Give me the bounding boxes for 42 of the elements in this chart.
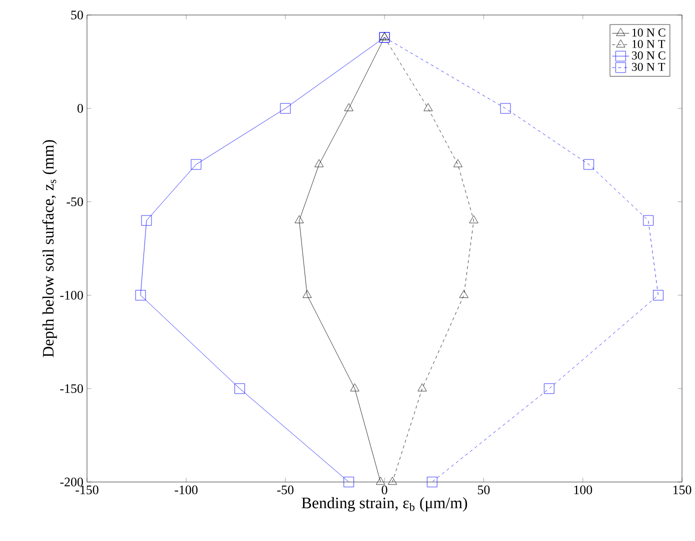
point [234, 383, 245, 394]
legend-label: 10 N C [632, 28, 666, 37]
y-tick-label: 50 [71, 10, 83, 20]
point [584, 159, 594, 170]
legend-label: 10 N T [632, 40, 666, 48]
y-axis-title: Depth below soil surface, z$_{s}$ (mm) [42, 140, 57, 358]
point [314, 159, 324, 168]
y-tick-label: -100 [60, 290, 83, 300]
x-tick-label: -50 [277, 486, 294, 494]
point [302, 290, 312, 298]
point [424, 103, 433, 112]
point [294, 215, 304, 224]
point [469, 215, 478, 224]
point [500, 103, 511, 114]
point [418, 383, 427, 392]
point [643, 215, 654, 226]
point [453, 159, 462, 168]
point [190, 159, 202, 170]
x-tick-label: 150 [673, 486, 692, 494]
point [350, 383, 360, 392]
point [376, 476, 386, 485]
y-tick-label: -50 [66, 197, 83, 206]
point [141, 215, 152, 226]
x-tick-label: 0 [382, 486, 388, 494]
x-tick-label: -100 [174, 486, 198, 494]
y-tick-label: 0 [78, 104, 83, 113]
point [653, 290, 664, 300]
x-tick-label: 50 [478, 486, 490, 494]
point [426, 476, 438, 488]
x-axis-title: Bending strain, ε$_{b}$ (μm/m) [302, 497, 468, 512]
point [459, 290, 468, 298]
point [388, 476, 397, 485]
y-tick-label: -150 [60, 384, 83, 393]
legend-label: 30 N C [632, 51, 666, 60]
x-tick-label: 100 [574, 486, 592, 494]
point [280, 103, 291, 114]
point [544, 383, 554, 394]
point [344, 476, 354, 488]
point [344, 103, 354, 112]
legend-label: 30 N T [632, 62, 666, 71]
y-tick-label: -200 [60, 478, 83, 486]
point [135, 290, 146, 300]
